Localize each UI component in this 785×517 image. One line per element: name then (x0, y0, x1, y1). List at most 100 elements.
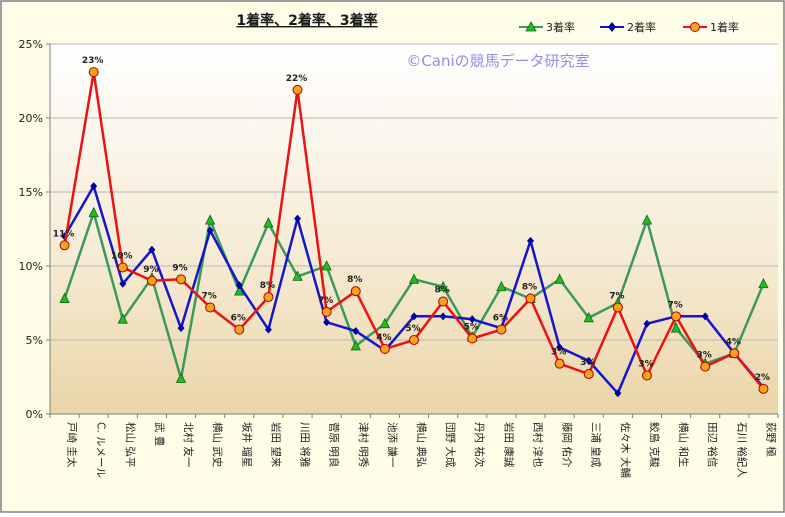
data-label: 4% (376, 333, 391, 343)
data-point-triangle (670, 322, 682, 333)
legend-diamond-icon (608, 22, 616, 32)
data-point-triangle (350, 340, 361, 351)
x-tick-label: 池添 謙一 (386, 422, 399, 468)
data-point-circle (205, 302, 216, 313)
data-point-circle (409, 335, 419, 345)
data-point-triangle (641, 214, 653, 225)
data-point-diamond (352, 327, 360, 336)
data-point-diamond (294, 214, 302, 223)
x-tick-label: 丹内 祐次 (473, 422, 486, 468)
data-point-triangle (321, 260, 332, 271)
y-tick-label: 5% (26, 334, 43, 347)
legend-triangle-icon (525, 21, 537, 32)
data-label: 8% (522, 283, 537, 293)
data-label: 8% (347, 275, 362, 285)
x-tick-label: 津村 明秀 (357, 422, 370, 468)
data-point-circle (350, 286, 361, 297)
data-point-circle (234, 324, 245, 335)
data-label: 3% (551, 348, 566, 358)
plot-area (50, 44, 778, 414)
data-point-circle (176, 274, 187, 285)
data-point-triangle (205, 214, 216, 225)
data-point-circle (117, 262, 128, 273)
data-point-diamond (468, 315, 476, 324)
x-tick-label: 石川 裕紀人 (735, 422, 748, 478)
data-point-diamond (148, 245, 156, 254)
data-label: 7% (202, 291, 217, 301)
data-label: 6% (493, 314, 508, 324)
data-point-triangle (496, 280, 507, 292)
data-point-circle (263, 292, 274, 303)
data-point-triangle (117, 313, 128, 324)
y-tick-label: 25% (19, 38, 43, 51)
x-tick-label: 田辺 裕信 (706, 422, 719, 467)
y-tick-label: 15% (19, 186, 43, 199)
data-point-diamond (556, 343, 564, 352)
x-tick-label: 団野 大成 (444, 422, 457, 468)
data-point-triangle (437, 280, 449, 292)
data-point-diamond (235, 281, 243, 290)
data-point-circle (321, 306, 332, 317)
data-point-triangle (408, 273, 420, 284)
x-axis-ticks: 戸崎 圭太 C. ルメール 松山 弘平 武 豊 北村 友一 横山 武史 坂井 瑠星 岩田 望来… (49, 414, 779, 478)
data-point-diamond (643, 319, 651, 328)
data-point-circle (438, 296, 449, 307)
watermark-text: ©Caniの競馬データ研究室 (406, 52, 589, 70)
data-point-circle (583, 369, 594, 380)
legend: 3着率 2着率 1着率 (519, 20, 739, 34)
x-tick-label: 西村 淳也 (531, 422, 544, 467)
x-tick-label: 北村 友一 (182, 422, 195, 468)
x-tick-label: 横山 武史 (211, 422, 224, 468)
data-label: 9% (172, 263, 187, 273)
y-tick-label: 20% (19, 112, 43, 125)
data-point-triangle (175, 372, 187, 383)
data-point-circle (146, 275, 157, 286)
data-point-triangle (554, 273, 565, 284)
data-point-circle (59, 240, 70, 251)
data-point-circle (525, 293, 536, 304)
data-point-circle (758, 383, 769, 394)
data-point-triangle (379, 317, 391, 329)
data-label: 7% (609, 291, 624, 301)
data-point-diamond (410, 312, 418, 321)
x-tick-label: 戸崎 圭太 (66, 422, 79, 468)
grid-lines (50, 43, 778, 341)
x-tick-label: 菅原 明良 (328, 422, 341, 467)
series-3 (59, 67, 769, 394)
x-tick-label: 佐々木 大輔 (619, 422, 632, 478)
x-tick-label: 三浦 皇成 (590, 422, 603, 468)
x-tick-label: 武 豊 (153, 422, 166, 446)
data-label: 8% (434, 286, 449, 296)
data-label: 3% (580, 358, 595, 368)
x-tick-label: 坂井 瑠星 (240, 422, 253, 467)
x-tick-label: 藤岡 佑介 (561, 422, 574, 468)
x-tick-label: 荻野 極 (764, 422, 777, 457)
y-tick-label: 0% (26, 408, 43, 421)
data-point-circle (641, 370, 652, 381)
data-point-circle (671, 311, 682, 322)
data-point-circle (554, 358, 565, 369)
data-point-diamond (177, 324, 185, 333)
data-point-diamond (614, 389, 622, 398)
data-label: 23% (82, 56, 104, 66)
data-point-diamond (323, 318, 331, 327)
data-label: 2% (755, 373, 770, 383)
data-point-circle (496, 324, 507, 335)
data-label: 22% (286, 74, 308, 84)
data-point-triangle (583, 311, 594, 323)
data-point-circle (292, 84, 303, 95)
data-label: 5% (464, 323, 479, 333)
data-label: 8% (260, 281, 275, 291)
data-point-diamond (526, 236, 534, 245)
data-label: 5% (405, 324, 420, 334)
legend-label-2nd: 2着率 (627, 20, 656, 34)
data-label: 3% (638, 360, 653, 370)
data-point-triangle (59, 292, 70, 303)
legend-label-1st: 1着率 (710, 20, 739, 34)
data-point-triangle (292, 270, 303, 281)
data-point-triangle (758, 277, 769, 289)
x-tick-label: 横山 典弘 (415, 422, 428, 467)
data-label: 11% (53, 229, 75, 239)
